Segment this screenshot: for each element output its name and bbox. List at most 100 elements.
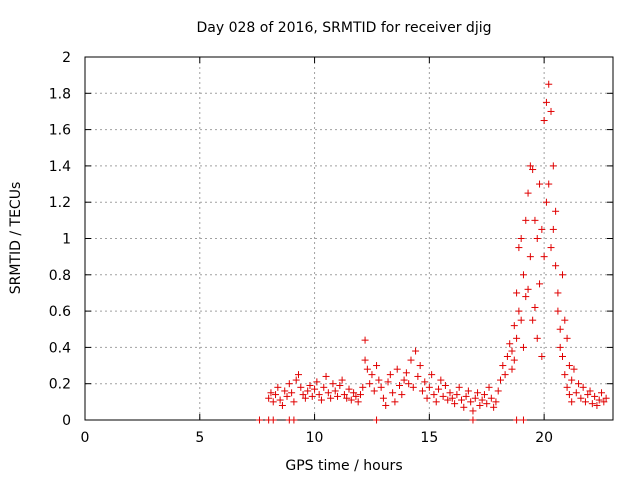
data-point	[508, 347, 516, 355]
data-point	[474, 389, 482, 397]
data-point	[384, 378, 392, 386]
data-point	[513, 334, 521, 342]
data-point	[602, 394, 610, 402]
data-point	[581, 398, 589, 406]
data-point	[347, 396, 355, 404]
data-point	[334, 392, 342, 400]
data-point	[290, 398, 298, 406]
data-point	[272, 391, 280, 399]
data-point	[301, 394, 309, 402]
data-point	[377, 383, 385, 391]
data-point	[343, 394, 351, 402]
data-point	[304, 387, 312, 395]
data-point	[267, 389, 275, 397]
data-point	[469, 416, 477, 424]
data-point	[336, 382, 344, 390]
data-point	[536, 280, 544, 288]
x-axis-label: GPS time / hours	[285, 458, 402, 474]
data-point	[508, 365, 516, 373]
data-point	[389, 389, 397, 397]
data-point	[492, 398, 500, 406]
data-point	[324, 389, 332, 397]
data-point	[519, 343, 527, 351]
data-point	[554, 289, 562, 297]
data-point	[588, 400, 596, 408]
data-point	[469, 407, 477, 415]
data-point	[368, 371, 376, 379]
data-point	[409, 383, 417, 391]
data-point	[421, 378, 429, 386]
data-point	[255, 416, 263, 424]
y-axis-ticks: 0 0.2 0.4 0.6 0.8 1 1.2 1.4 1.6 1.8 2	[49, 50, 613, 429]
data-point	[432, 398, 440, 406]
data-point	[283, 392, 291, 400]
data-point	[361, 336, 369, 344]
data-point	[308, 392, 316, 400]
data-point	[345, 385, 353, 393]
data-point	[269, 416, 277, 424]
data-point	[386, 371, 394, 379]
data-point	[545, 80, 553, 88]
data-point	[554, 307, 562, 315]
data-point	[570, 365, 578, 373]
data-point	[412, 347, 420, 355]
data-point	[540, 253, 548, 261]
data-point	[363, 365, 371, 373]
data-point	[572, 389, 580, 397]
data-point	[359, 383, 367, 391]
data-point	[313, 378, 321, 386]
data-point	[593, 401, 601, 409]
data-point	[373, 362, 381, 370]
data-point	[276, 396, 284, 404]
data-point	[340, 391, 348, 399]
data-point	[396, 382, 404, 390]
data-point	[568, 398, 576, 406]
data-point	[444, 396, 452, 404]
data-point	[524, 285, 532, 293]
data-point	[533, 235, 541, 242]
data-point	[519, 271, 527, 279]
data-point	[327, 394, 335, 402]
data-point	[538, 352, 546, 360]
data-point	[311, 385, 319, 393]
data-point	[552, 207, 560, 215]
data-point	[315, 391, 323, 399]
data-point	[400, 376, 408, 384]
data-point	[451, 400, 459, 408]
data-point	[524, 189, 532, 197]
data-points	[255, 80, 610, 424]
data-point	[526, 253, 534, 261]
y-tick-label: 0	[62, 413, 71, 429]
data-point	[297, 383, 305, 391]
data-point	[437, 376, 445, 384]
data-point	[418, 387, 426, 395]
data-point	[446, 389, 454, 397]
data-point	[506, 340, 514, 348]
data-point	[439, 392, 447, 400]
data-point	[515, 244, 523, 252]
data-point	[563, 383, 571, 391]
data-point	[448, 394, 456, 402]
data-point	[402, 369, 410, 377]
data-point	[435, 385, 443, 393]
data-point	[517, 316, 525, 324]
data-point	[591, 392, 599, 400]
data-point	[600, 398, 608, 406]
data-point	[485, 383, 493, 391]
data-point	[480, 391, 488, 399]
data-point	[513, 289, 521, 297]
x-tick-label: 0	[81, 430, 90, 446]
data-point	[329, 380, 337, 388]
data-point	[478, 396, 486, 404]
data-point	[526, 162, 534, 170]
data-point	[278, 401, 286, 409]
data-point	[290, 416, 298, 424]
x-tick-label: 5	[195, 430, 204, 446]
data-point	[538, 225, 546, 233]
data-point	[503, 352, 511, 360]
y-tick-label: 0.4	[49, 340, 71, 356]
data-point	[513, 416, 521, 424]
data-point	[501, 371, 509, 379]
data-point	[288, 389, 296, 397]
